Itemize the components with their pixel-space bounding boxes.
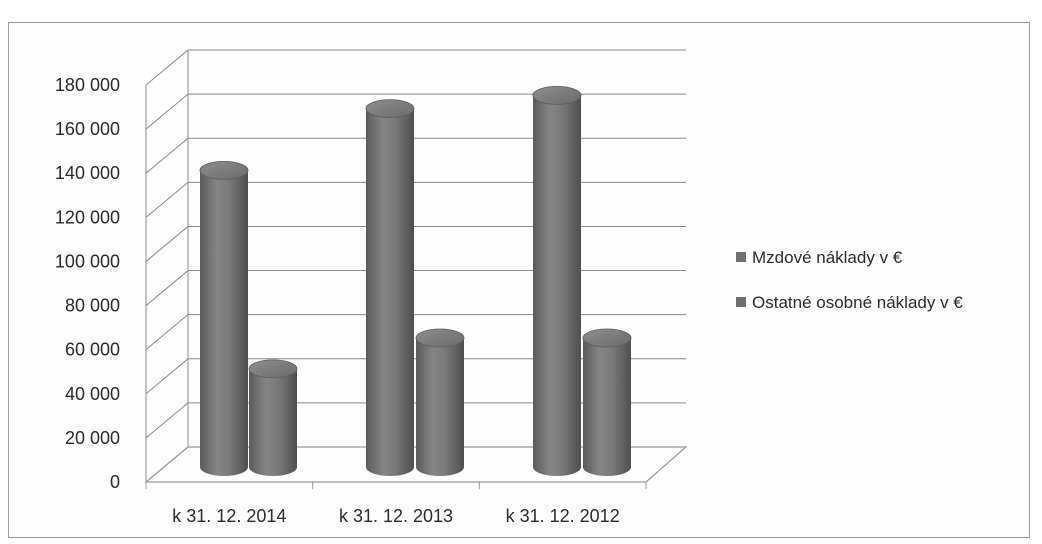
y-tick-label: 100 000 bbox=[55, 251, 120, 271]
x-tick-label: k 31. 12. 2012 bbox=[506, 506, 620, 526]
gridline-side bbox=[145, 402, 189, 439]
y-tick-label: 120 000 bbox=[55, 207, 120, 227]
x-tick-label: k 31. 12. 2013 bbox=[339, 506, 453, 526]
gridline-side bbox=[145, 137, 189, 174]
y-tick-label: 160 000 bbox=[55, 119, 120, 139]
gridline-side bbox=[145, 358, 189, 395]
bar-1-0 bbox=[248, 359, 298, 476]
chart-bars bbox=[199, 86, 632, 477]
legend-label-1: Ostatné osobné náklady v € bbox=[752, 293, 963, 312]
gridline-side bbox=[145, 314, 189, 351]
gridline-side bbox=[145, 49, 189, 86]
x-axis-labels: k 31. 12. 2014 k 31. 12. 2013 k 31. 12. 20… bbox=[172, 506, 619, 526]
chart-frame bbox=[8, 22, 1030, 538]
legend: Mzdové náklady v € Ostatné osobné náklad… bbox=[736, 248, 963, 312]
bar-0-1 bbox=[365, 99, 415, 477]
y-tick-label: 40 000 bbox=[65, 384, 120, 404]
y-tick-label: 180 000 bbox=[55, 75, 120, 95]
gridline-side bbox=[145, 270, 189, 306]
legend-swatch-1 bbox=[736, 297, 746, 307]
bar-1-2 bbox=[582, 328, 632, 476]
y-tick-label: 140 000 bbox=[55, 163, 120, 183]
y-tick-label: 0 bbox=[110, 472, 120, 492]
bar-1-1 bbox=[415, 328, 465, 476]
x-tick-label: k 31. 12. 2014 bbox=[172, 506, 286, 526]
y-tick-label: 60 000 bbox=[65, 340, 120, 360]
gridline-side bbox=[145, 226, 189, 262]
bar-0-2 bbox=[532, 86, 582, 477]
y-tick-label: 20 000 bbox=[65, 428, 120, 448]
legend-swatch-0 bbox=[736, 252, 746, 262]
bar-0-0 bbox=[199, 160, 249, 476]
legend-label-0: Mzdové náklady v € bbox=[752, 248, 903, 267]
y-axis-ticks: 0 20 000 40 000 60 000 80 000 100 000 120 000 1… bbox=[55, 75, 120, 492]
gridline-side bbox=[145, 181, 189, 218]
gridline-side bbox=[145, 93, 189, 130]
y-tick-label: 80 000 bbox=[65, 296, 120, 316]
